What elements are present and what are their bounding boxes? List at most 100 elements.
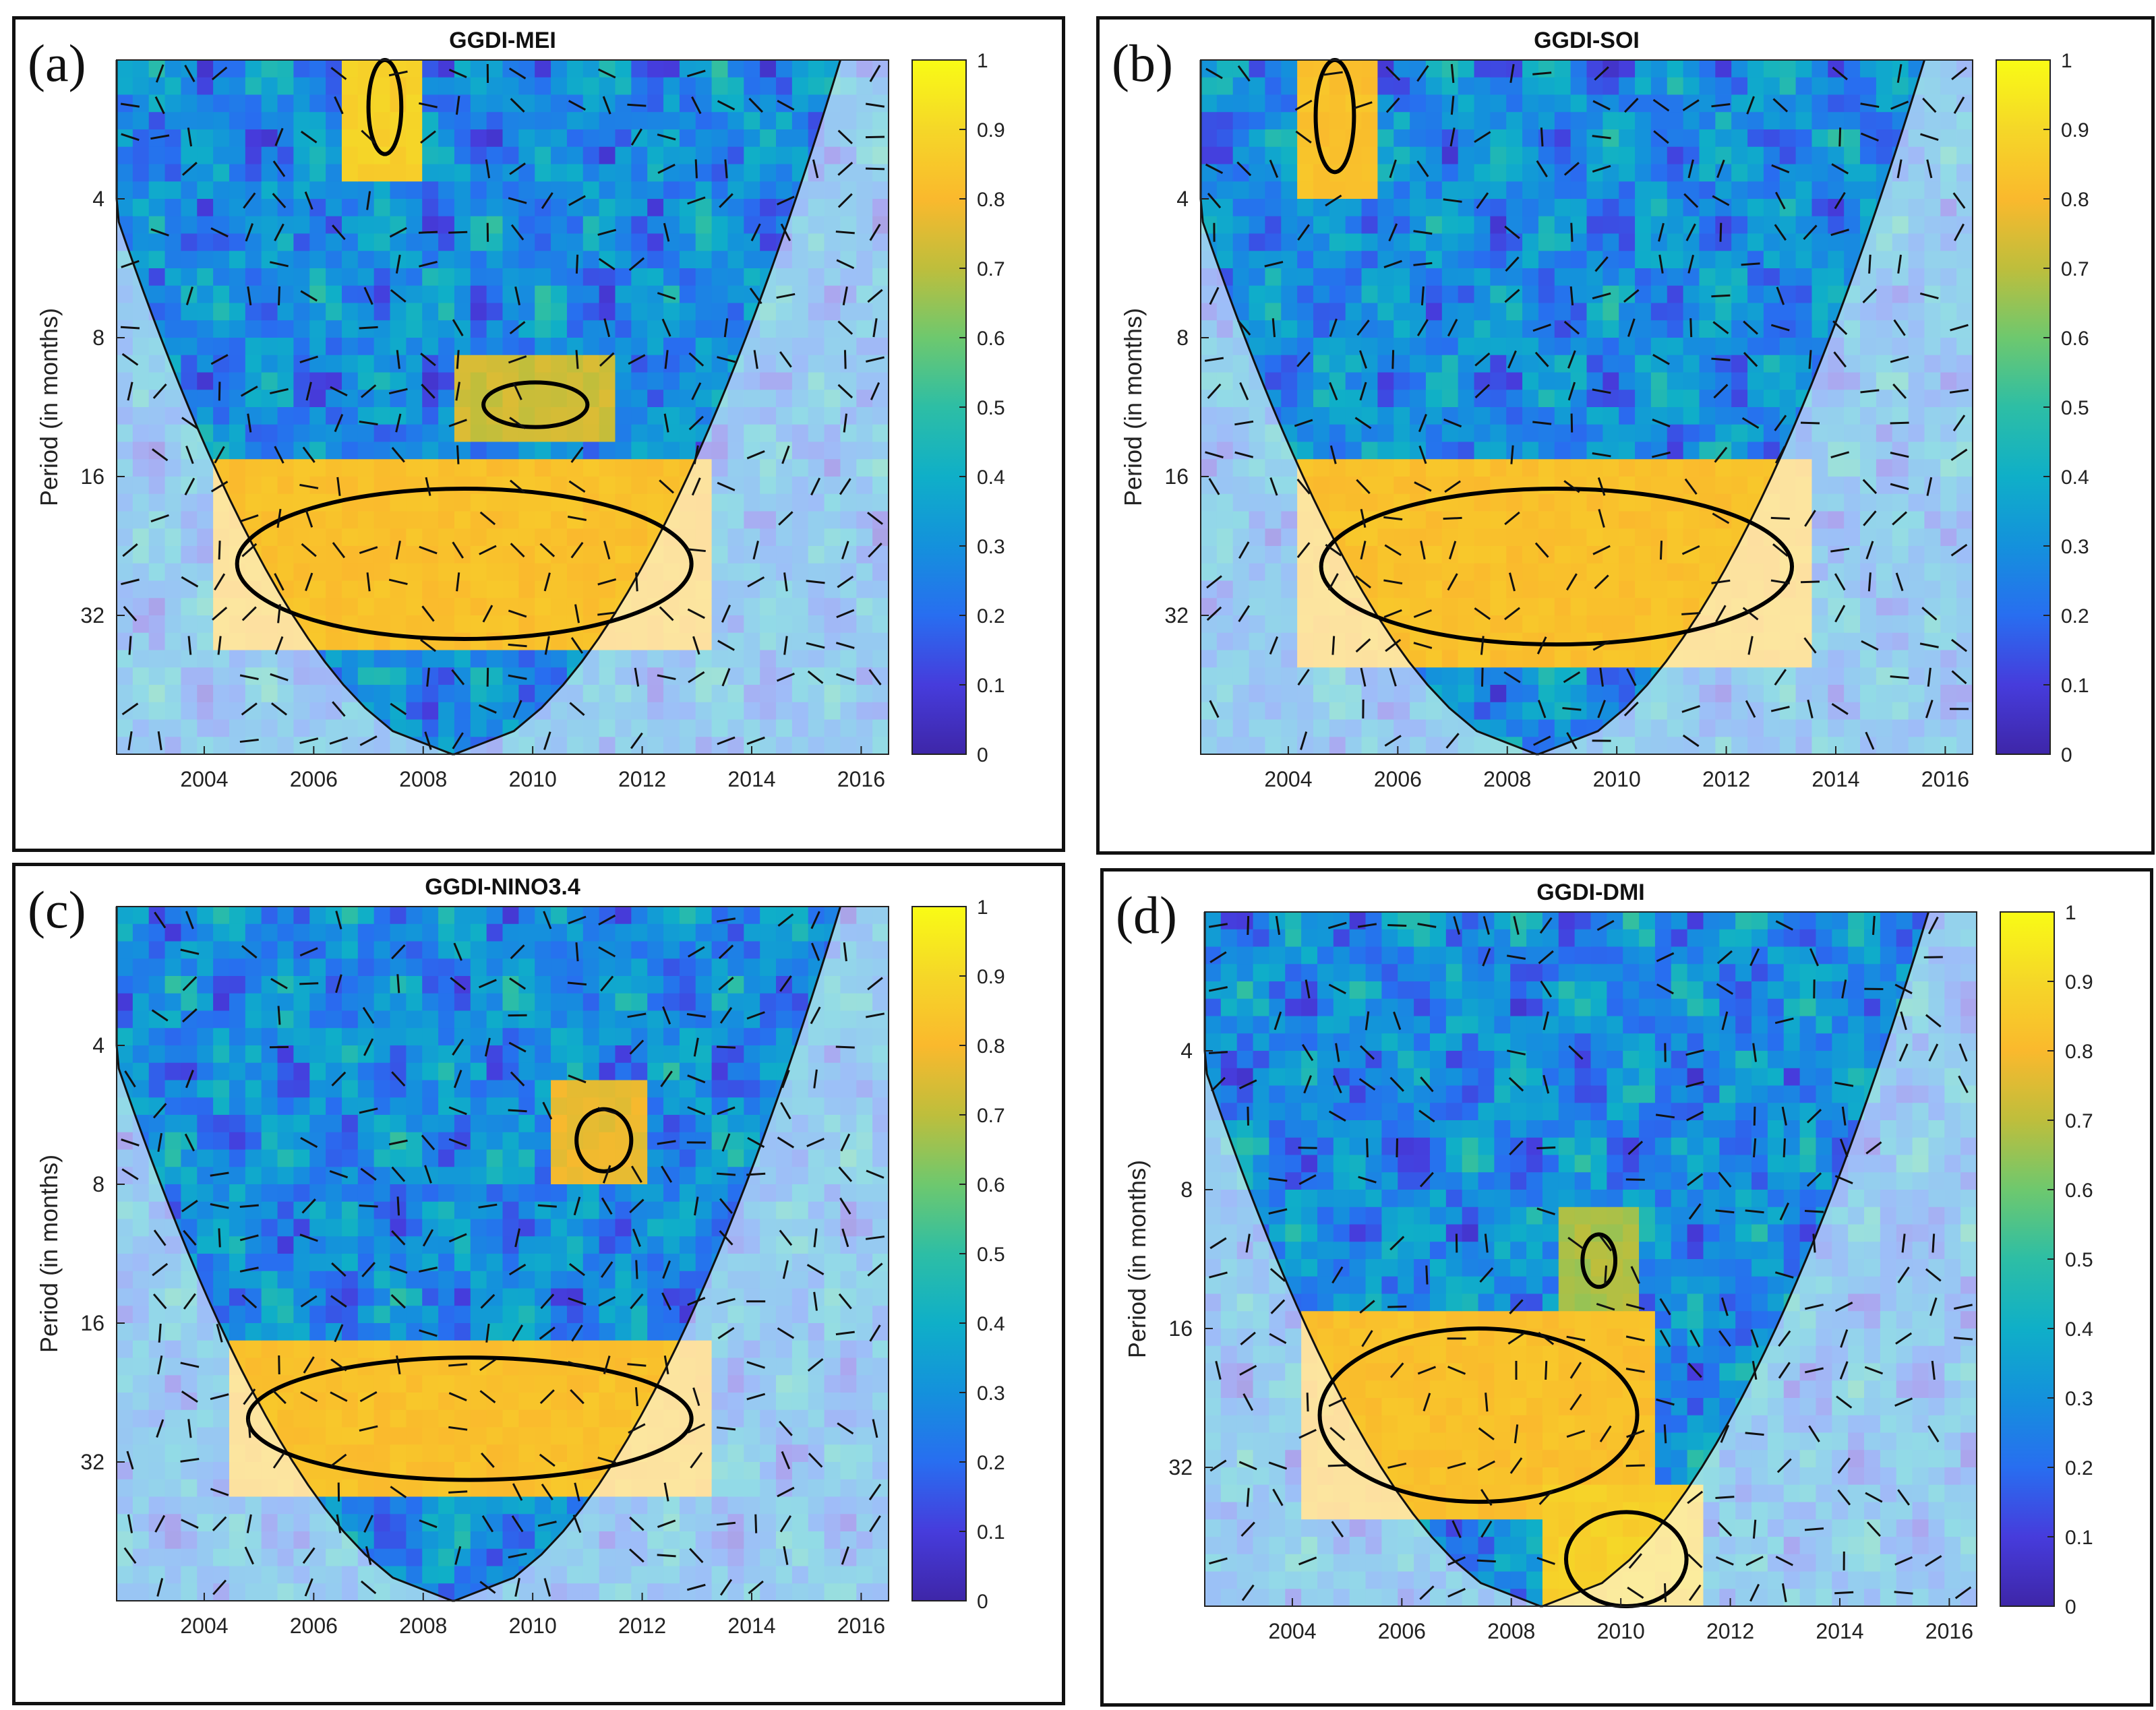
heat-cell xyxy=(1474,338,1491,356)
phase-arrow xyxy=(1713,384,1729,399)
heat-cell xyxy=(181,1219,198,1238)
y-tick-label: 32 xyxy=(1164,603,1189,628)
heat-cell xyxy=(1281,146,1298,165)
heat-cell xyxy=(1763,199,1780,217)
heat-cell xyxy=(695,355,713,373)
heat-cell xyxy=(1506,216,1524,235)
heat-cell xyxy=(1394,390,1411,408)
colorbar-tick-label: 0.6 xyxy=(977,328,1005,350)
phase-arrow xyxy=(719,193,733,208)
heat-cell xyxy=(502,77,520,96)
heat-cell xyxy=(1586,650,1604,669)
phase-arrow xyxy=(1205,451,1224,459)
phase-arrow xyxy=(837,384,854,399)
heat-cell xyxy=(1715,60,1733,78)
heat-cell xyxy=(1377,268,1395,286)
phase-arrow xyxy=(274,636,284,655)
heat-cell xyxy=(1522,580,1539,599)
heat-cell xyxy=(1377,407,1395,425)
heat-cell xyxy=(1490,580,1507,599)
heat-cell xyxy=(245,303,262,322)
heat-cell xyxy=(148,60,166,78)
phase-arrow xyxy=(568,480,586,493)
colorbar-tick-label: 0.5 xyxy=(2061,397,2089,419)
heat-cell xyxy=(229,355,246,373)
phase-arrow xyxy=(1536,160,1548,178)
phase-arrow xyxy=(1236,161,1252,177)
heat-cell xyxy=(406,146,423,165)
heat-cell xyxy=(1474,493,1491,512)
x-tick-label: 2006 xyxy=(290,767,338,791)
phase-arrow xyxy=(240,514,259,522)
heat-cell xyxy=(438,164,455,183)
heat-cell xyxy=(1699,268,1716,286)
phase-arrow xyxy=(1743,352,1758,367)
heat-cell xyxy=(1410,372,1427,391)
heat-cell xyxy=(197,976,214,994)
phase-arrow xyxy=(456,350,460,369)
heat-cell xyxy=(213,199,230,217)
heat-cell xyxy=(502,615,520,634)
heat-cell xyxy=(309,1254,327,1272)
heat-cell xyxy=(1763,407,1780,425)
heat-cell xyxy=(1506,146,1524,165)
heat-cell xyxy=(1425,164,1443,183)
heat-cell xyxy=(309,407,327,425)
heat-cell xyxy=(1763,268,1780,286)
heat-cell xyxy=(1410,129,1427,148)
phase-arrow xyxy=(664,350,669,369)
phase-arrow xyxy=(1659,541,1663,560)
heat-cell xyxy=(1731,407,1749,425)
heat-cell xyxy=(486,303,504,322)
heat-cell xyxy=(1522,251,1539,269)
phase-arrow xyxy=(181,162,198,176)
phase-arrow xyxy=(1269,636,1279,655)
heat-cell xyxy=(148,976,166,994)
phase-arrow xyxy=(332,224,346,241)
phase-arrow xyxy=(657,292,676,300)
heat-cell xyxy=(1458,129,1475,148)
heat-cell xyxy=(486,146,504,165)
heat-cell xyxy=(1779,94,1797,113)
phase-arrow xyxy=(570,446,584,463)
heat-cell xyxy=(1441,251,1459,269)
heat-cell xyxy=(1699,546,1716,564)
heat-cell xyxy=(229,941,246,960)
heat-cell xyxy=(599,164,616,183)
heat-cell xyxy=(566,268,584,286)
heat-cell xyxy=(164,164,182,183)
phase-arrow xyxy=(277,604,281,623)
heat-cell xyxy=(245,355,262,373)
heat-cell xyxy=(1490,528,1507,547)
heat-cell xyxy=(1699,528,1716,547)
heat-cell xyxy=(615,390,632,408)
heat-cell xyxy=(277,546,295,564)
heat-cell xyxy=(1297,285,1314,304)
y-tick-label: 16 xyxy=(1164,464,1189,489)
heat-cell xyxy=(647,390,665,408)
heat-cell xyxy=(373,667,391,685)
phase-arrow xyxy=(630,732,643,750)
heat-cell xyxy=(406,355,423,373)
heat-cell xyxy=(245,164,262,183)
heat-cell xyxy=(422,598,440,616)
heat-cell xyxy=(1361,181,1379,200)
heat-cell xyxy=(1828,129,1845,148)
heat-cell xyxy=(1683,407,1700,425)
heat-cell xyxy=(1297,372,1314,391)
heat-cell xyxy=(1554,285,1571,304)
heat-cell xyxy=(1619,129,1636,148)
heat-cell xyxy=(373,511,391,530)
heat-cell xyxy=(1635,285,1652,304)
phase-arrow xyxy=(693,445,699,464)
heat-cell xyxy=(1763,372,1780,391)
heat-cell xyxy=(1731,424,1749,443)
heat-cell xyxy=(486,615,504,634)
heat-cell xyxy=(1715,216,1733,235)
heat-cell xyxy=(1635,511,1652,530)
heat-cell xyxy=(309,164,327,183)
heat-cell xyxy=(341,477,359,495)
heat-cell xyxy=(293,1271,311,1289)
phase-arrow xyxy=(150,134,170,140)
heat-cell xyxy=(1265,285,1282,304)
